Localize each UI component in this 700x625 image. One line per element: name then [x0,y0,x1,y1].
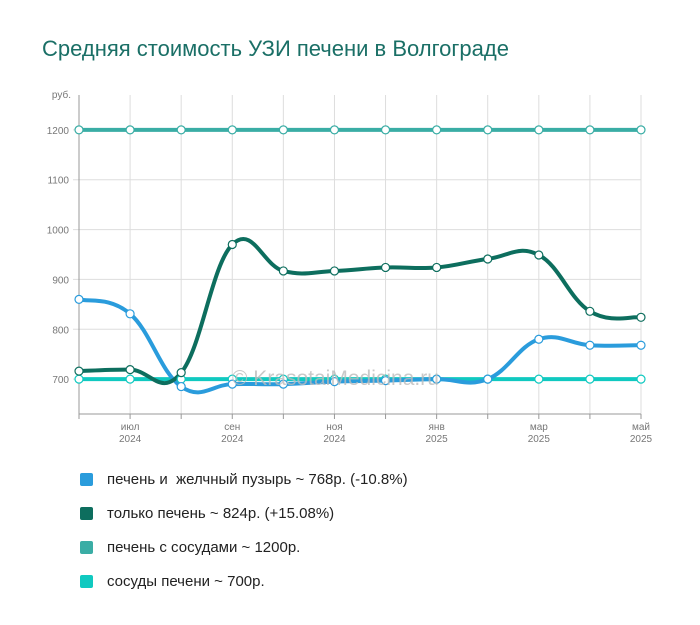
legend-item[interactable]: только печень ~ 824р. (+15.08%) [80,496,408,530]
y-tick-label: 800 [52,325,69,336]
data-point [329,125,340,135]
data-point [125,125,135,135]
data-point [483,254,493,264]
data-point [636,340,646,350]
data-point [176,368,186,378]
data-point [74,125,84,135]
data-point [534,334,544,344]
x-tick-label-year: 2025 [630,434,653,445]
data-point [278,125,288,135]
y-tick-label: 900 [52,275,69,286]
x-tick-label-month: мар [530,422,548,433]
data-point [585,374,595,384]
y-tick-label: 700 [52,375,69,386]
data-point [534,125,544,135]
x-tick-label-month: ноя [326,422,343,433]
data-point [329,266,340,276]
legend-item[interactable]: печень и желчный пузырь ~ 768р. (-10.8%) [80,462,408,496]
legend-item[interactable]: сосуды печени ~ 700р. [80,564,408,598]
data-point [125,365,135,375]
legend-swatch [80,540,93,554]
data-point [74,294,84,304]
y-tick-label: 1200 [47,126,70,137]
data-point [380,376,391,386]
legend: печень и желчный пузырь ~ 768р. (-10.8%)… [80,462,408,598]
data-point [585,125,595,135]
data-point [534,374,544,384]
line-chart: 700800900100011001200руб.июл2024сен2024н… [47,89,653,445]
data-point [636,312,646,322]
y-tick-label: 1100 [47,176,69,187]
data-point [74,374,84,384]
y-unit-label: руб. [52,89,71,101]
data-point [278,379,288,389]
data-point [329,377,340,387]
chart-title: Средняя стоимость УЗИ печени в Волгоград… [42,36,509,61]
x-tick-label-year: 2024 [119,434,142,445]
data-point [227,239,237,250]
legend-swatch [80,472,93,486]
data-point [74,366,84,376]
legend-label: только печень ~ 824р. (+15.08%) [107,504,335,522]
x-tick-label-year: 2025 [528,434,551,445]
data-point [125,309,135,319]
x-tick-label-month: янв [429,422,445,433]
data-point [483,374,493,384]
legend-label: сосуды печени ~ 700р. [107,572,265,590]
x-tick-label-month: сен [224,422,240,433]
data-point [432,262,442,273]
legend-item[interactable]: печень с сосудами ~ 1200р. [80,530,408,564]
data-point [125,374,135,384]
legend-swatch [80,506,93,520]
x-tick-label-month: июл [121,422,140,433]
data-point [432,125,442,135]
data-point [380,125,391,135]
legend-label: печень с сосудами ~ 1200р. [107,538,301,556]
legend-swatch [80,574,93,588]
data-point [176,125,186,135]
x-tick-label-year: 2024 [221,434,244,445]
data-point [176,381,186,392]
x-tick-label-year: 2024 [323,434,346,445]
data-point [432,374,442,384]
data-point [227,379,237,389]
data-point [585,340,595,350]
data-point [534,250,544,260]
data-point [483,125,493,135]
data-point [585,306,595,316]
x-tick-label-month: май [632,422,650,433]
watermark: © KrasotaiMedicina.ru [232,367,439,390]
data-point [227,125,237,135]
legend-label: печень и желчный пузырь ~ 768р. (-10.8%) [107,470,408,488]
y-tick-label: 1000 [47,226,70,237]
data-point [380,262,391,273]
data-point [636,374,646,384]
data-point [278,266,288,276]
x-tick-label-year: 2025 [426,434,449,445]
data-point [636,125,646,135]
